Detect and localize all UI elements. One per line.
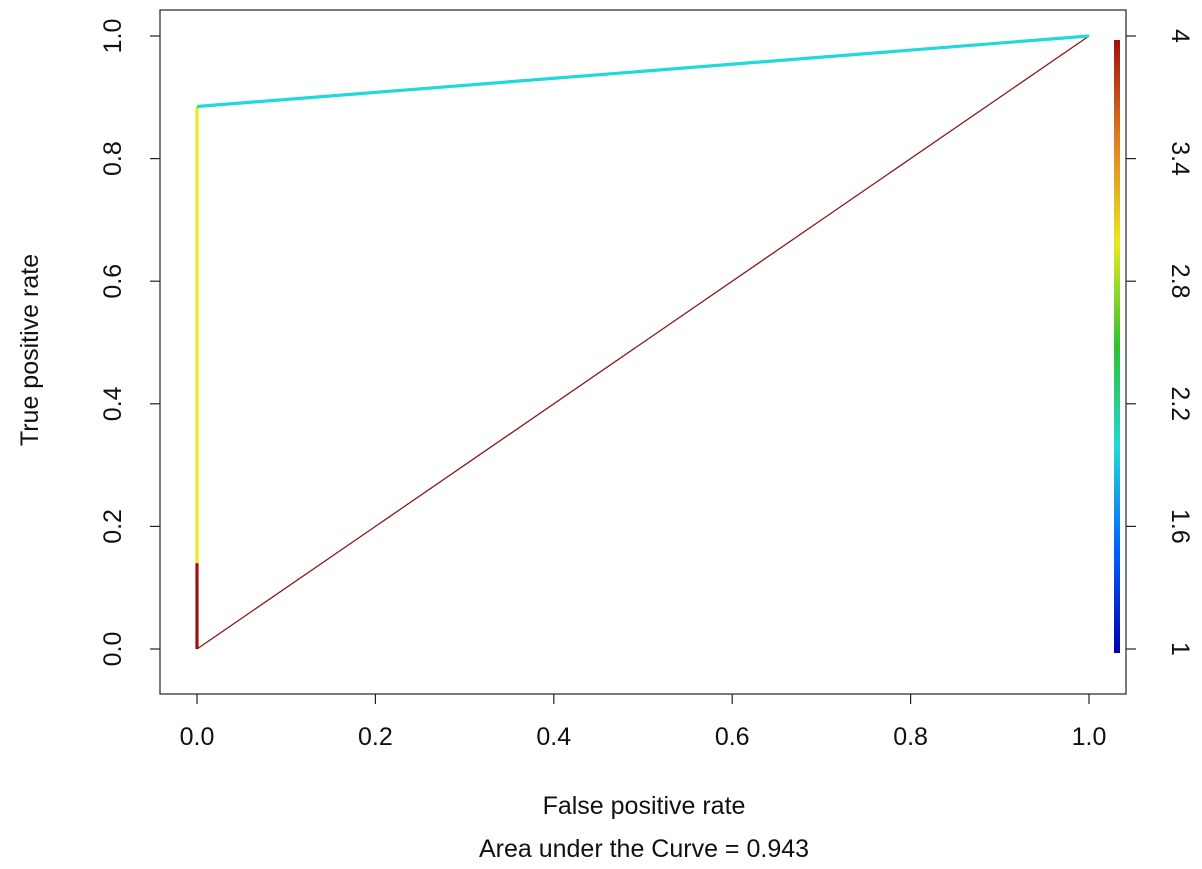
x-tick-label: 0.4 [536, 723, 571, 751]
x-tick-label: 0.2 [358, 723, 393, 751]
reference-diagonal-line [196, 35, 1090, 650]
x-tick-label: 0.8 [893, 723, 928, 751]
y-tick-label: 1.0 [99, 19, 127, 54]
colorbar-tick-label: 2.2 [1166, 386, 1194, 421]
y-tick-label: 0.2 [99, 509, 127, 544]
x-axis-title: False positive rate [543, 792, 746, 820]
y-tick-label: 0.8 [99, 141, 127, 176]
colorbar-tick-label: 2.8 [1166, 264, 1194, 299]
colorbar-tick-label: 3.4 [1166, 141, 1194, 176]
y-axis: 0.0 0.2 0.4 0.6 0.8 1.0 [99, 19, 160, 667]
colorbar-tick-label: 1.6 [1166, 509, 1194, 544]
x-tick-label: 0.0 [180, 723, 215, 751]
plot-frame [159, 9, 1127, 695]
y-tick-label: 0.6 [99, 264, 127, 299]
colorbar-tick-label: 1 [1166, 642, 1194, 656]
x-axis: 0.0 0.2 0.4 0.6 0.8 1.0 [180, 694, 1107, 751]
y-tick-label: 0.4 [99, 386, 127, 421]
y-tick-label: 0.0 [99, 632, 127, 667]
colorbar-tick-label: 4 [1166, 29, 1194, 43]
roc-curve-segment [196, 34, 1090, 109]
x-tick-label: 1.0 [1072, 723, 1107, 751]
auc-subtitle: Area under the Curve = 0.943 [479, 835, 809, 863]
y-axis-title: True positive rate [16, 254, 44, 446]
series-layer [195, 34, 1090, 650]
colorbar-axis: 1 1.6 2.2 2.8 3.4 4 [1126, 29, 1194, 656]
colorbar [1114, 40, 1120, 653]
x-tick-label: 0.6 [715, 723, 750, 751]
